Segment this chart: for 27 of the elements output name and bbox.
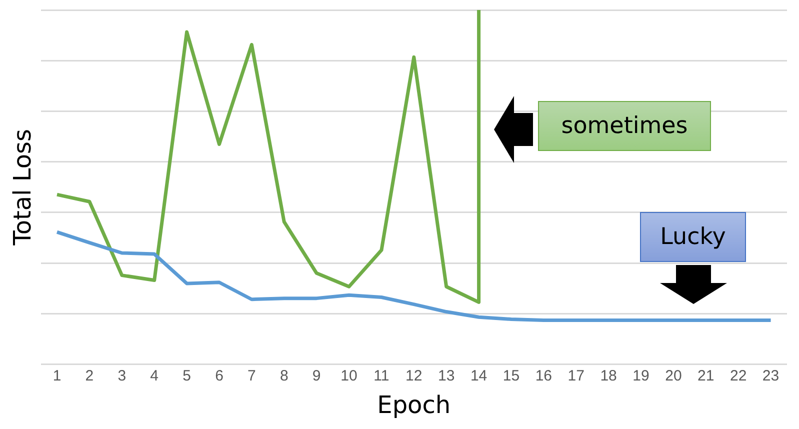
x-tick-label: 8 xyxy=(280,367,288,384)
x-tick-label: 11 xyxy=(374,367,390,384)
x-tick-label: 14 xyxy=(470,367,488,384)
x-tick-label: 19 xyxy=(632,367,650,384)
x-tick-label: 6 xyxy=(215,367,224,384)
x-tick-label: 9 xyxy=(312,367,321,384)
x-tick-label: 22 xyxy=(730,367,747,384)
x-tick-label: 21 xyxy=(698,367,714,384)
x-tick-label: 17 xyxy=(568,367,584,384)
x-tick-label: 7 xyxy=(248,367,256,384)
x-tick-label: 18 xyxy=(600,367,617,384)
x-tick-label: 2 xyxy=(85,367,94,384)
x-tick-label: 16 xyxy=(535,367,552,384)
x-tick-label: 23 xyxy=(762,367,780,384)
x-tick-label: 3 xyxy=(118,367,126,384)
x-tick-label: 5 xyxy=(182,367,191,384)
x-axis-title: Epoch xyxy=(377,390,451,419)
x-tick-label: 20 xyxy=(665,367,682,384)
x-tick-label: 12 xyxy=(406,367,422,384)
y-axis-title: Total Loss xyxy=(8,128,37,246)
annotation: Lucky xyxy=(640,212,746,262)
x-tick-label: 10 xyxy=(340,367,358,384)
x-tick-label: 15 xyxy=(502,367,520,384)
x-tick-label: 1 xyxy=(52,367,62,384)
x-tick-label: 13 xyxy=(438,367,455,384)
annotation: sometimes xyxy=(538,101,711,151)
x-tick-label: 4 xyxy=(150,367,159,384)
